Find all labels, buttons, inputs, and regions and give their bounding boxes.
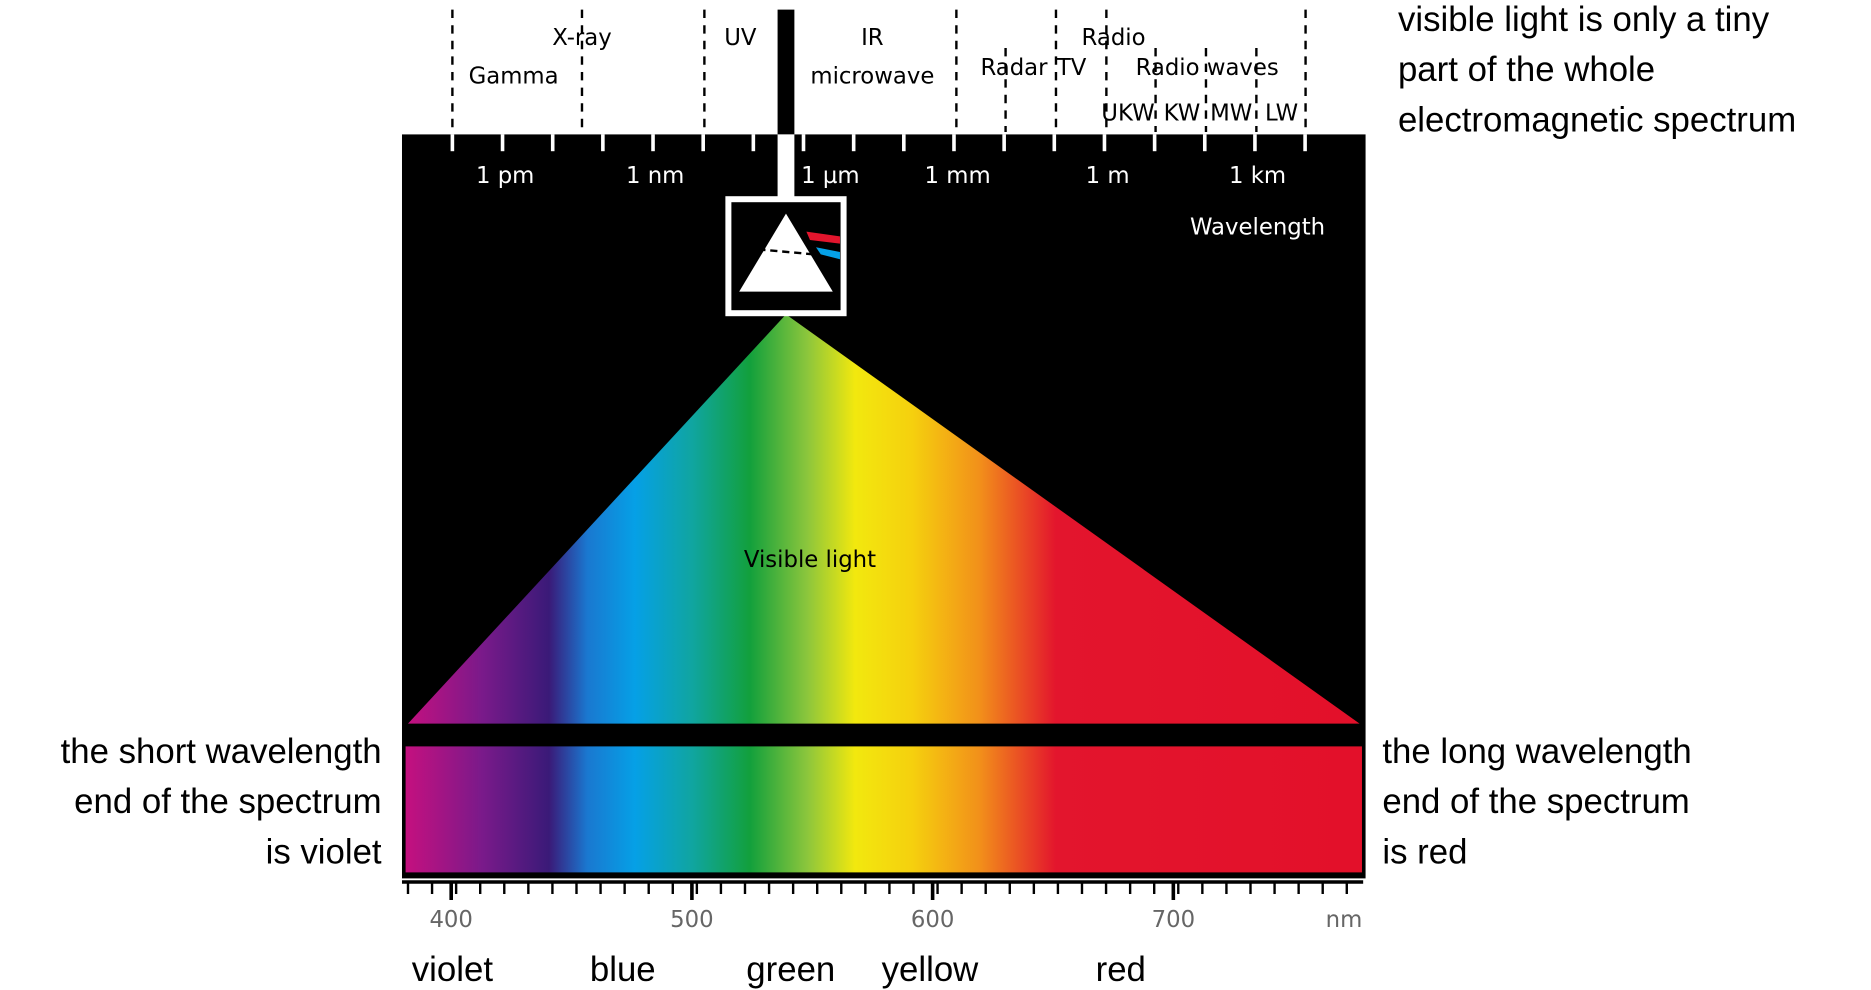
color-name: violet <box>412 951 494 989</box>
note-top: visible light is only a tiny <box>1398 1 1770 39</box>
note-top: electromagnetic spectrum <box>1398 102 1796 140</box>
scale-tick-label: 1 nm <box>626 163 684 189</box>
band-label: IR <box>861 25 884 51</box>
ruler-tick-label: 500 <box>670 907 713 933</box>
spectrum-diagram: Visible light Wavelength nm Gamma X-ray UV… <box>0 0 1871 990</box>
band-label: Radio <box>1082 25 1146 51</box>
ruler-tick-label: 400 <box>429 907 472 933</box>
scale-tick-label: 1 µm <box>801 163 859 189</box>
visible-marker <box>778 10 795 135</box>
note-left: end of the spectrum <box>74 783 381 821</box>
band-label: Radio waves <box>1136 55 1279 81</box>
band-label: UV <box>724 25 757 51</box>
spectrum-bar <box>406 746 1362 872</box>
band-label: microwave <box>810 63 934 89</box>
note-left: the short wavelength <box>61 733 382 771</box>
scale-title: Wavelength <box>1190 215 1325 241</box>
note-right: end of the spectrum <box>1382 783 1689 821</box>
note-left: is violet <box>266 834 382 872</box>
visible-label: Visible light <box>744 547 876 573</box>
band-label: KW <box>1164 101 1201 127</box>
scale-tick-label: 1 pm <box>476 163 534 189</box>
color-name: blue <box>590 951 656 989</box>
scale-tick-label: 1 mm <box>925 163 991 189</box>
band-label: LW <box>1265 101 1298 127</box>
color-name: yellow <box>882 951 980 989</box>
color-name: red <box>1096 951 1146 989</box>
note-right: is red <box>1382 834 1467 872</box>
note-top: part of the whole <box>1398 51 1655 89</box>
ruler-tick-label: 700 <box>1152 907 1195 933</box>
ruler-tick-label: 600 <box>911 907 954 933</box>
nm-unit: nm <box>1326 907 1363 933</box>
band-label: X-ray <box>552 25 612 51</box>
band-label: UKW <box>1101 101 1154 127</box>
scale-tick-label: 1 km <box>1229 163 1286 189</box>
band-label: Radar <box>980 55 1048 81</box>
scale-tick-label: 1 m <box>1086 163 1130 189</box>
page: Visible light Wavelength nm Gamma X-ray UV… <box>0 0 1871 990</box>
band-label: Gamma <box>469 63 559 89</box>
band-label: TV <box>1056 55 1087 81</box>
color-name: green <box>746 951 835 989</box>
note-right: the long wavelength <box>1382 733 1691 771</box>
visible-marker-light <box>778 134 795 198</box>
band-label: MW <box>1210 101 1252 127</box>
